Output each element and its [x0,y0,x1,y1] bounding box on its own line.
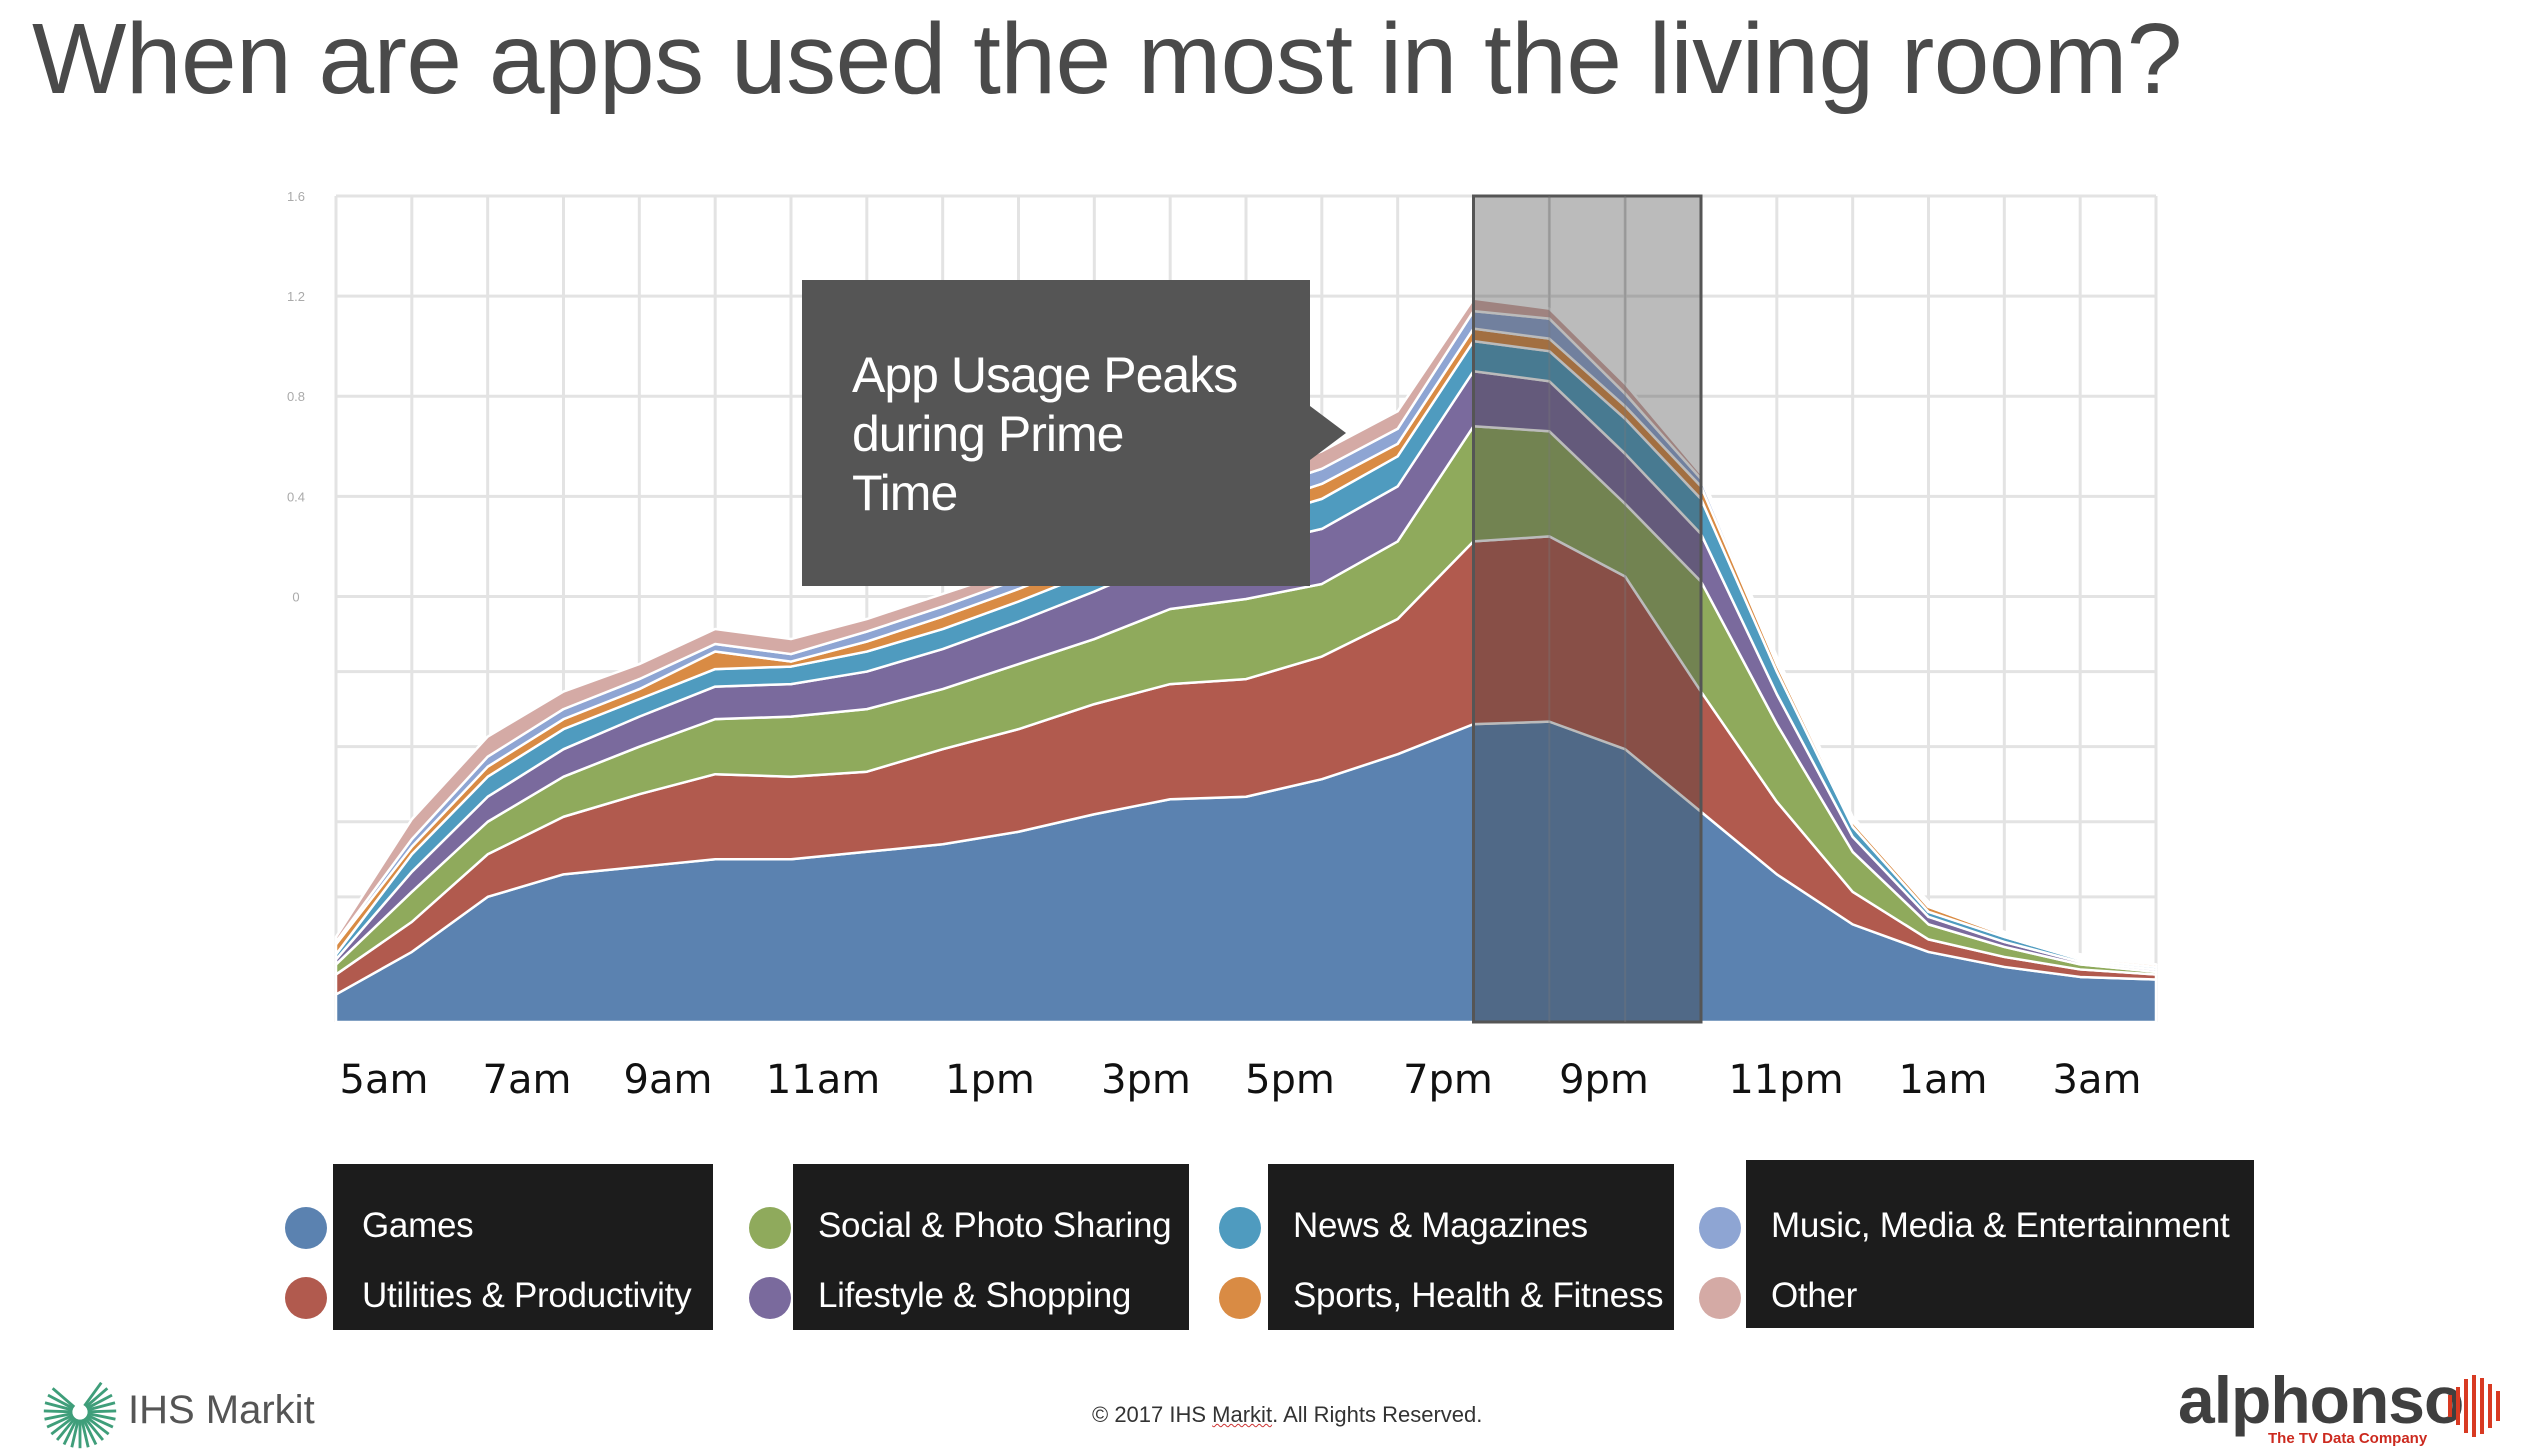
legend-swatch [285,1207,327,1249]
prime-time-band [1472,194,1703,1024]
legend-swatch [285,1277,327,1319]
x-tick-label: 11pm [1728,1057,1843,1103]
logo-ray [44,1412,73,1421]
x-tick-label: 5am [340,1057,429,1103]
ihs-markit-logo-icon [43,1381,117,1449]
logo-ray [44,1401,73,1412]
logo-ray [87,1401,116,1412]
logo-ray [50,1415,75,1436]
legend-swatch [1699,1207,1741,1249]
callout-text-line: Time [852,465,957,521]
x-tick-label: 9am [624,1057,713,1103]
x-tick-label: 3pm [1101,1057,1191,1103]
logo-ray [82,1418,98,1446]
legend-box [793,1164,1189,1330]
logo-ray [55,1416,77,1441]
legend-box [1268,1164,1674,1330]
logo-ray [87,1412,116,1421]
logo-bar [2456,1387,2460,1425]
y-tick-label: 1.6 [287,189,305,204]
logo-ray [80,1419,90,1448]
logo-bar [2496,1391,2500,1421]
logo-ray [85,1415,110,1436]
alphonso-bars-icon [2448,1375,2500,1437]
alphonso-logo-text: alphonso [2178,1363,2464,1437]
x-axis-ticks: 5am 7am 9am 11am 1pm 3pm 5pm 7pm 9pm 11pm 1am 3am [340,1057,2142,1103]
callout-arrow [1310,406,1346,460]
y-tick-label: 0.8 [287,389,305,404]
callout-text-line: during Prime [852,406,1123,462]
slide-title: When are apps used the most in the livin… [32,3,2182,115]
legend-label: Games [362,1206,474,1245]
legend-swatch [1219,1207,1261,1249]
legend-label: Other [1771,1276,1858,1315]
x-tick-label: 9pm [1559,1057,1649,1103]
x-tick-label: 1pm [945,1057,1035,1103]
copyright-prefix: © 2017 IHS [1092,1402,1213,1427]
legend-label: News & Magazines [1293,1206,1588,1245]
callout-text-line: App Usage Peaks [852,347,1237,403]
logo-ray [62,1418,78,1446]
y-tick-label: 0 [292,589,299,604]
legend-swatch [1699,1277,1741,1319]
logo-bar [2448,1395,2452,1417]
logo-ray [87,1409,117,1414]
legend-swatch [749,1207,791,1249]
logo-bar [2480,1378,2484,1434]
alphonso-tagline: The TV Data Company [2268,1430,2428,1447]
legend-label: Sports, Health & Fitness [1293,1276,1664,1315]
callout-rect [802,280,1310,586]
y-axis-ticks: 1.6 1.2 0.8 0.4 0 [287,189,305,604]
y-tick-label: 1.2 [287,289,305,304]
logo-ray [51,1387,76,1409]
logo-ray [83,1416,105,1441]
legend-box [333,1164,713,1330]
x-tick-label: 3am [2053,1057,2142,1103]
area-series-other [334,297,2158,966]
logo-ray [83,1381,103,1407]
logo-bar [2472,1375,2476,1437]
logo-ray [47,1393,74,1410]
copyright-brand: Markit [1212,1402,1273,1427]
logo-ray [84,1387,109,1409]
legend-label: Music, Media & Entertainment [1771,1206,2230,1245]
legend-label: Social & Photo Sharing [818,1206,1172,1245]
x-tick-label: 5pm [1245,1057,1335,1103]
logo-ray [86,1393,113,1410]
legend-box [1746,1160,2254,1328]
x-tick-label: 7pm [1403,1057,1493,1103]
logo-ray [43,1409,73,1414]
logo-ray [70,1419,80,1448]
legend-swatch [749,1277,791,1319]
copyright-suffix: . All Rights Reserved. [1272,1402,1483,1427]
x-tick-label: 7am [483,1057,572,1103]
ihs-markit-logo-text: IHS Markit [128,1388,315,1432]
copyright-notice: © 2017 IHS Markit. All Rights Reserved. [1092,1402,1482,1428]
logo-bar [2464,1379,2468,1433]
y-tick-label: 0.4 [287,489,305,504]
legend-label: Lifestyle & Shopping [818,1276,1132,1315]
x-tick-label: 11am [766,1057,880,1103]
legend-swatch [1219,1277,1261,1319]
logo-ray [46,1413,74,1429]
logo-ray [86,1413,114,1429]
logo-bar [2488,1384,2492,1428]
legend-label: Utilities & Productivity [362,1276,692,1315]
highlight-band-rect [1472,194,1703,1024]
x-tick-label: 1am [1899,1057,1988,1103]
